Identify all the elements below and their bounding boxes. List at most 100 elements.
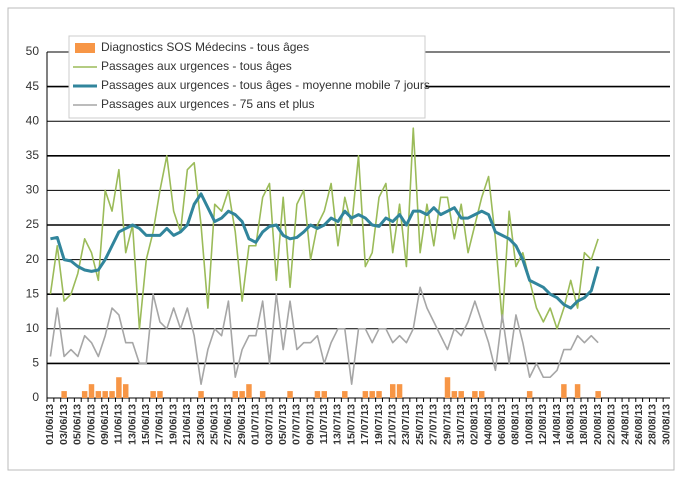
bar (102, 391, 108, 398)
legend-label: Diagnostics SOS Médecins - tous âges (101, 40, 309, 54)
line (49, 127, 599, 330)
y-tick-label: 30 (26, 183, 40, 197)
x-tick-label: 19/06/13 (167, 404, 179, 445)
bar (246, 384, 252, 398)
bar (458, 391, 464, 398)
x-tick-label: 03/07/13 (263, 404, 275, 445)
bar (478, 391, 485, 398)
y-tick-label: 35 (26, 148, 40, 162)
bar (321, 391, 328, 398)
x-tick-label: 01/06/13 (44, 404, 56, 445)
y-tick-label: 40 (26, 113, 40, 127)
bar (362, 391, 369, 398)
x-tick-label: 21/07/13 (387, 404, 399, 445)
legend-box (68, 35, 426, 119)
legend-label: Passages aux urgences - 75 ans et plus (101, 97, 314, 111)
line (49, 286, 599, 385)
bar (259, 391, 266, 398)
x-tick-label: 23/07/13 (400, 404, 412, 445)
x-tick-label: 07/06/13 (85, 404, 97, 445)
bar (150, 391, 156, 398)
y-tick-label: 5 (32, 356, 39, 370)
bar (526, 391, 533, 398)
bar (574, 384, 581, 398)
bar (342, 391, 348, 398)
bar (95, 391, 102, 398)
x-tick-label: 29/06/13 (236, 404, 248, 445)
x-tick-label: 27/06/13 (222, 404, 234, 445)
bar (376, 391, 382, 398)
line (50, 192, 600, 310)
x-tick-label: 16/08/13 (565, 404, 577, 445)
y-tick-label: 0 (32, 390, 39, 404)
x-tick-label: 11/06/13 (113, 404, 125, 444)
bar (396, 384, 403, 398)
bar (61, 391, 67, 398)
x-tick-label: 29/07/13 (441, 404, 453, 445)
bar (287, 391, 293, 398)
x-tick-label: 10/08/13 (523, 404, 535, 445)
x-tick-label: 17/07/13 (359, 404, 371, 445)
x-tick-label: 14/08/13 (551, 404, 563, 445)
x-tick-label: 05/06/13 (72, 404, 84, 445)
x-tick-label: 17/06/13 (154, 404, 166, 445)
x-tick-label: 13/07/13 (332, 404, 344, 445)
x-tick-label: 08/08/13 (510, 404, 522, 445)
x-tick-label: 09/06/13 (99, 404, 111, 445)
y-tick-label: 25 (26, 217, 40, 231)
x-tick-label: 07/07/13 (291, 404, 303, 445)
x-tick-label: 26/08/13 (633, 404, 645, 445)
x-tick-label: 25/06/13 (209, 404, 221, 445)
x-tick-label: 15/07/13 (345, 404, 357, 445)
x-tick-label: 05/07/13 (277, 404, 289, 445)
x-tick-label: 31/07/13 (455, 404, 467, 445)
y-tick-label: 50 (26, 44, 40, 58)
x-tick-label: 24/08/13 (619, 404, 631, 445)
bar (595, 391, 601, 398)
bar (389, 384, 396, 398)
x-tick-label: 18/08/13 (578, 404, 590, 445)
frame (7, 7, 675, 471)
x-tick-label: 25/07/13 (414, 404, 426, 445)
x-tick-label: 19/07/13 (373, 404, 385, 445)
bar (88, 384, 95, 398)
bar (157, 391, 163, 398)
x-tick-label: 15/06/13 (140, 404, 152, 445)
x-tick-label: 13/06/13 (126, 404, 138, 445)
x-tick-label: 20/08/13 (592, 404, 604, 445)
bar (116, 377, 122, 398)
legend-swatch (75, 43, 95, 53)
x-tick-label: 21/06/13 (181, 404, 193, 445)
bar (444, 377, 451, 398)
x-tick-label: 06/08/13 (496, 404, 508, 445)
bar (472, 391, 478, 398)
x-tick-label: 01/07/13 (250, 404, 262, 445)
y-tick-label: 10 (26, 321, 40, 335)
bar (369, 391, 375, 398)
bar (122, 384, 129, 398)
bar (561, 384, 567, 398)
bar (81, 391, 88, 398)
x-tick-label: 27/07/13 (428, 404, 440, 445)
x-tick-label: 28/08/13 (647, 404, 659, 445)
bar (109, 391, 115, 398)
x-tick-label: 04/08/13 (482, 404, 494, 445)
x-tick-label: 11/07/13 (318, 404, 330, 444)
x-tick-label: 12/08/13 (537, 404, 549, 445)
bar (314, 391, 321, 398)
y-tick-label: 15 (26, 286, 40, 300)
bar (451, 391, 458, 398)
y-tick-label: 20 (26, 252, 40, 266)
legend-label: Passages aux urgences - tous âges (101, 59, 292, 73)
legend-label: Passages aux urgences - tous âges - moye… (101, 78, 430, 92)
x-tick-label: 02/08/13 (469, 404, 481, 445)
bar (232, 391, 239, 398)
bar (198, 391, 204, 398)
x-tick-label: 23/06/13 (195, 404, 207, 445)
x-tick-label: 22/08/13 (606, 404, 618, 445)
x-tick-label: 03/06/13 (58, 404, 70, 445)
y-tick-label: 45 (26, 79, 40, 93)
bar (239, 391, 245, 398)
x-tick-label: 09/07/13 (304, 404, 316, 445)
